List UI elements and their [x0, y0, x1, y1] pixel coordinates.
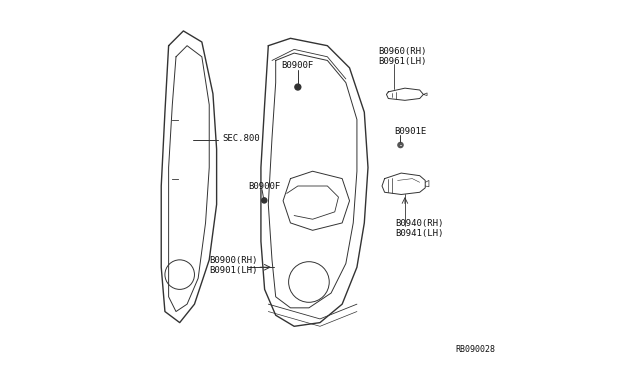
Text: B0900F: B0900F [248, 182, 280, 191]
Text: SEC.800: SEC.800 [222, 134, 260, 143]
Text: B0900F: B0900F [282, 61, 314, 70]
Text: RB090028: RB090028 [456, 345, 495, 354]
Text: B0961(LH): B0961(LH) [378, 57, 427, 66]
Text: B0901(LH): B0901(LH) [209, 266, 258, 275]
Circle shape [295, 84, 301, 90]
Circle shape [262, 198, 267, 203]
Text: B0900(RH): B0900(RH) [209, 256, 258, 265]
Text: B0941(LH): B0941(LH) [396, 230, 444, 238]
Text: B0940(RH): B0940(RH) [396, 219, 444, 228]
Text: B0960(RH): B0960(RH) [378, 47, 427, 56]
Circle shape [398, 142, 403, 148]
Text: B0901E: B0901E [394, 127, 426, 136]
